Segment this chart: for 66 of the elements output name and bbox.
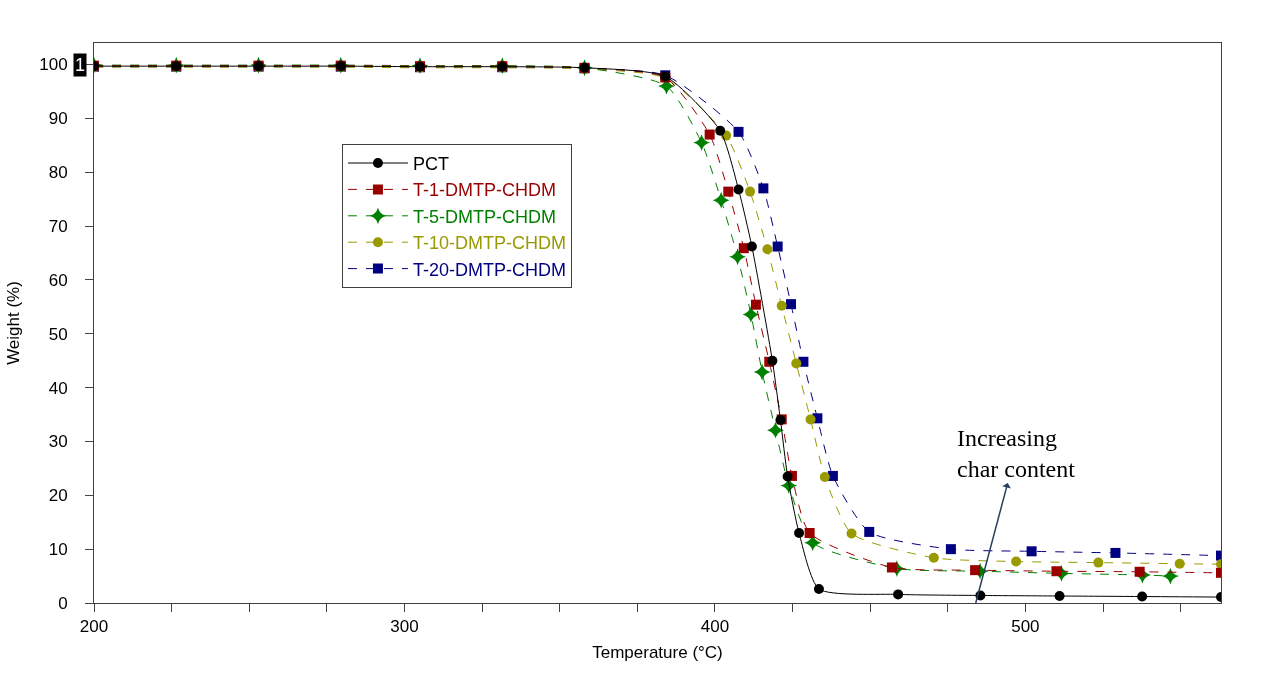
point (794, 528, 805, 538)
point (1054, 591, 1065, 601)
y-tick-label: 70 (48, 217, 68, 237)
point (704, 129, 715, 140)
point (712, 191, 730, 209)
point (715, 125, 726, 136)
point (776, 300, 787, 311)
point (945, 544, 956, 555)
x-tick-label: 400 (700, 617, 730, 637)
point (753, 363, 771, 381)
point (746, 241, 757, 252)
x-axis-title: Temperature (°C) (592, 642, 723, 662)
point (782, 471, 793, 482)
point (1011, 556, 1022, 567)
point (1093, 557, 1104, 568)
point (804, 528, 815, 538)
point (693, 134, 710, 152)
point (805, 414, 816, 425)
point (893, 589, 904, 600)
point (791, 358, 802, 369)
y-tick-label: 60 (48, 270, 68, 290)
legend-label: PCT (412, 154, 449, 175)
point (750, 299, 761, 310)
point (772, 241, 783, 252)
point (745, 186, 756, 197)
point (733, 184, 744, 195)
point (786, 299, 796, 310)
annotation: Increasing char content (957, 425, 1076, 483)
point (827, 470, 838, 481)
y-tick-label: 10 (48, 540, 68, 560)
point (729, 248, 746, 266)
point (742, 305, 760, 323)
y-tick-label: 100 (39, 55, 68, 75)
legend-label: T-20-DMTP-CHDM (412, 259, 566, 280)
point (762, 244, 773, 255)
y-tick-label: 50 (48, 324, 68, 344)
point (1026, 546, 1037, 557)
x-tick-label: 200 (79, 617, 109, 637)
y-tick-label: 30 (48, 432, 68, 452)
point (819, 472, 830, 482)
y-tick-label: 20 (48, 486, 68, 506)
point (1051, 566, 1062, 577)
point (733, 126, 744, 137)
point (1174, 558, 1185, 569)
x-tick-label: 300 (390, 617, 419, 637)
point (846, 528, 857, 539)
point (758, 183, 769, 194)
point (767, 421, 784, 439)
point (928, 552, 939, 563)
annotation: 1 (75, 55, 86, 75)
y-axis-title: Weight (%) (3, 281, 23, 365)
legend-label: T-1-DMTP-CHDM (412, 180, 556, 201)
point (970, 565, 981, 576)
point (813, 584, 824, 594)
y-tick-label: 80 (48, 163, 68, 183)
legend-label: T-10-DMTP-CHDM (412, 233, 566, 254)
y-tick-label: 0 (58, 593, 68, 613)
y-tick-label: 40 (48, 378, 68, 398)
y-tick-label: 90 (48, 109, 68, 129)
point (864, 526, 875, 537)
point (1137, 591, 1148, 602)
point (723, 186, 734, 197)
x-tick-label: 500 (1011, 617, 1040, 637)
point (886, 562, 897, 573)
point (1110, 547, 1121, 558)
legend-label: T-5-DMTP-CHDM (412, 206, 556, 227)
